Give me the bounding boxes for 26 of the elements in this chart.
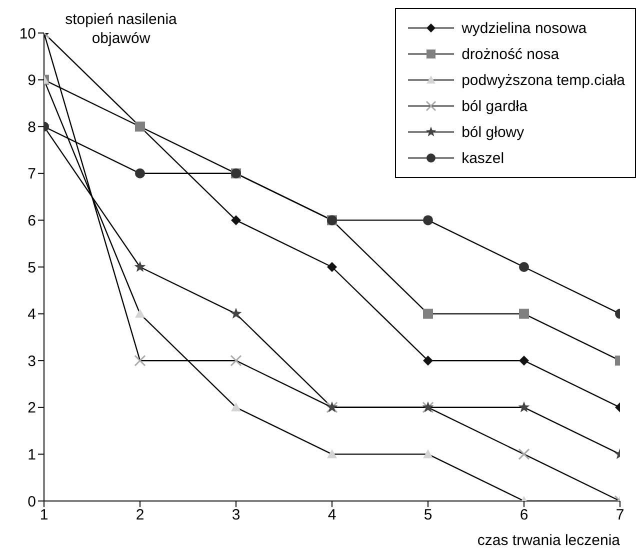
y-tick-label: 0 [28, 493, 36, 510]
y-tick-label: 8 [28, 118, 36, 136]
legend-label: kaszel [462, 150, 504, 166]
x-tick-label: 5 [424, 506, 432, 524]
y-tick-label: 3 [28, 352, 36, 370]
x-tick-label: 1 [40, 506, 48, 524]
legend-label: podwyższona temp.ciała [462, 72, 625, 88]
x-tick-label: 6 [520, 506, 528, 524]
x-tick-label: 2 [136, 506, 144, 524]
legend-label: ból gardła [462, 98, 528, 114]
y-tick-label: 10 [19, 25, 36, 42]
x-tick-label: 3 [232, 506, 240, 524]
legend-label: drożność nosa [462, 46, 560, 62]
x-axis-title: czas trwania leczenia [477, 532, 621, 549]
y-tick-label: 7 [28, 166, 36, 183]
x-tick-label: 7 [616, 506, 624, 524]
y-tick-label: 5 [28, 259, 36, 276]
y-axis-title: stopień nasilenia objawów [64, 10, 178, 48]
y-tick-label: 4 [28, 306, 36, 324]
y-tick-label: 1 [28, 446, 36, 464]
legend-label: ból głowy [462, 124, 524, 140]
y-tick-label: 2 [28, 400, 36, 417]
y-tick-label: 6 [28, 212, 36, 230]
x-tick-label: 4 [328, 506, 336, 524]
legend-label: wydzielina nosowa [462, 20, 587, 36]
y-tick-label: 9 [28, 72, 36, 90]
